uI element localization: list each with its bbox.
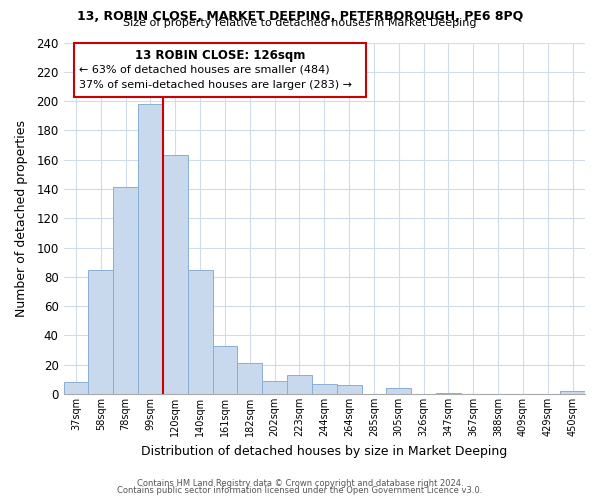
Bar [436, 392, 461, 394]
Bar [88, 270, 113, 394]
Bar [163, 156, 188, 394]
Bar [113, 188, 138, 394]
Bar [138, 104, 163, 394]
Bar [212, 346, 238, 394]
Bar [337, 385, 362, 394]
Text: Contains public sector information licensed under the Open Government Licence v3: Contains public sector information licen… [118, 486, 482, 495]
FancyBboxPatch shape [74, 42, 366, 97]
Bar [386, 388, 411, 394]
Bar [238, 364, 262, 394]
Text: Size of property relative to detached houses in Market Deeping: Size of property relative to detached ho… [123, 18, 477, 28]
Text: Contains HM Land Registry data © Crown copyright and database right 2024.: Contains HM Land Registry data © Crown c… [137, 478, 463, 488]
Bar [262, 381, 287, 394]
Bar [287, 375, 312, 394]
Text: 13 ROBIN CLOSE: 126sqm: 13 ROBIN CLOSE: 126sqm [135, 49, 305, 62]
Text: 13, ROBIN CLOSE, MARKET DEEPING, PETERBOROUGH, PE6 8PQ: 13, ROBIN CLOSE, MARKET DEEPING, PETERBO… [77, 10, 523, 23]
Y-axis label: Number of detached properties: Number of detached properties [15, 120, 28, 317]
X-axis label: Distribution of detached houses by size in Market Deeping: Distribution of detached houses by size … [141, 444, 508, 458]
Bar [560, 391, 585, 394]
Bar [188, 270, 212, 394]
Text: ← 63% of detached houses are smaller (484): ← 63% of detached houses are smaller (48… [79, 64, 330, 74]
Bar [64, 382, 88, 394]
Bar [312, 384, 337, 394]
Text: 37% of semi-detached houses are larger (283) →: 37% of semi-detached houses are larger (… [79, 80, 352, 90]
